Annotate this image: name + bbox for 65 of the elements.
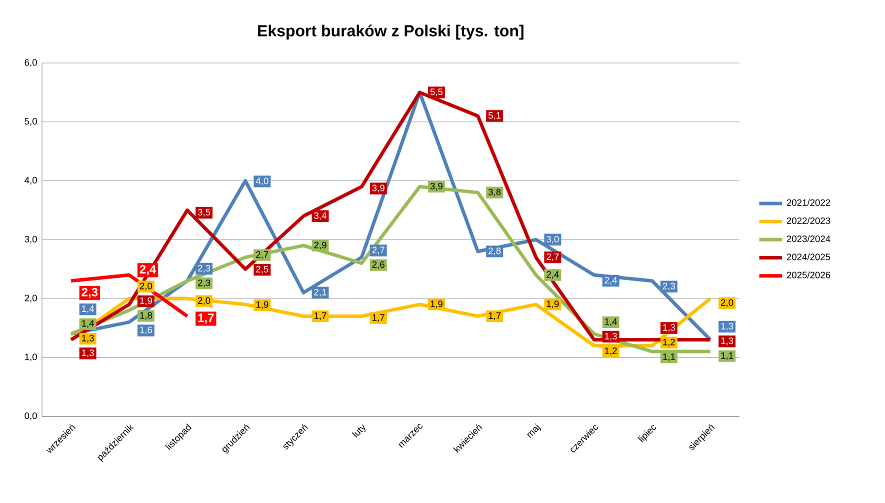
data-label: 2,3	[198, 280, 210, 288]
data-label: 2,7	[256, 251, 268, 259]
data-label: 1,2	[605, 348, 617, 356]
data-label: 1,1	[721, 352, 734, 360]
data-label: 1,7	[372, 314, 384, 322]
data-label: 1,7	[488, 312, 501, 320]
y-tick-label: 6,0	[24, 59, 37, 67]
x-tick-label: luty	[352, 424, 366, 438]
data-label: 1,4	[82, 320, 94, 328]
data-label: 5,1	[488, 112, 501, 120]
y-tick-label: 4,0	[24, 176, 37, 185]
y-tick-label: 2,0	[24, 294, 37, 302]
data-label: 2,7	[546, 253, 559, 262]
data-label: 1,9	[256, 301, 268, 309]
data-label: 2,3	[198, 264, 210, 273]
data-label: 2,4	[604, 276, 618, 285]
data-label: 2,0	[198, 297, 210, 305]
data-label: 1,3	[721, 338, 734, 346]
legend-label: 2022/2023	[786, 217, 830, 224]
data-label: 1,4	[605, 318, 618, 326]
data-label: 1,7	[314, 312, 326, 320]
data-label: 1,6	[140, 326, 152, 334]
data-label: 2,9	[314, 242, 326, 250]
data-label: 1,2	[663, 338, 675, 346]
x-tick-label: maj	[527, 423, 542, 438]
data-label: 2,0	[721, 299, 734, 307]
data-label: 1,9	[546, 300, 559, 308]
chart-title: Eksport buraków z Polski [tys. ton]	[258, 24, 524, 40]
data-label: 2,8	[488, 248, 501, 256]
legend-label: 2024/2025	[786, 253, 830, 260]
data-label: 2,5	[256, 266, 268, 274]
data-label: 2,4	[546, 271, 559, 279]
data-label: 1,3	[605, 332, 617, 341]
data-label: 2,7	[372, 246, 384, 254]
data-label: 2,1	[314, 288, 326, 297]
data-label: 1,3	[82, 350, 94, 358]
data-label: 2,4	[140, 265, 156, 276]
legend-label: 2023/2024	[786, 235, 830, 242]
data-label: 1,3	[721, 322, 734, 331]
data-label: 2,3	[82, 288, 98, 298]
y-tick-label: 1,0	[25, 354, 37, 362]
data-label: 5,5	[430, 88, 443, 96]
data-label: 3,0	[546, 236, 559, 244]
data-label: 1,1	[663, 353, 675, 362]
data-label: 1,8	[140, 312, 152, 320]
data-label: 3,4	[314, 212, 326, 220]
data-label: 1,3	[82, 334, 94, 343]
data-label: 3,5	[198, 208, 210, 217]
y-tick-label: 3,0	[24, 236, 37, 244]
legend-label: 2025/2026	[786, 271, 830, 278]
data-label: 1,3	[663, 324, 675, 332]
data-label: 1,7	[198, 314, 214, 324]
y-tick-label: 5,0	[24, 118, 37, 126]
data-label: 4,0	[256, 178, 268, 186]
data-label: 1,9	[430, 300, 443, 308]
data-label: 1,4	[82, 306, 94, 314]
data-label: 2,6	[372, 261, 384, 269]
data-label: 3,9	[430, 182, 443, 191]
data-label: 2,0	[140, 282, 152, 290]
data-label: 3,8	[488, 188, 501, 196]
legend-label: 2021/2022	[786, 199, 830, 206]
y-tick-label: 0,0	[24, 412, 37, 420]
data-label: 1,9	[140, 297, 152, 306]
data-label: 2,3	[662, 282, 675, 290]
data-label: 3,9	[372, 184, 384, 192]
